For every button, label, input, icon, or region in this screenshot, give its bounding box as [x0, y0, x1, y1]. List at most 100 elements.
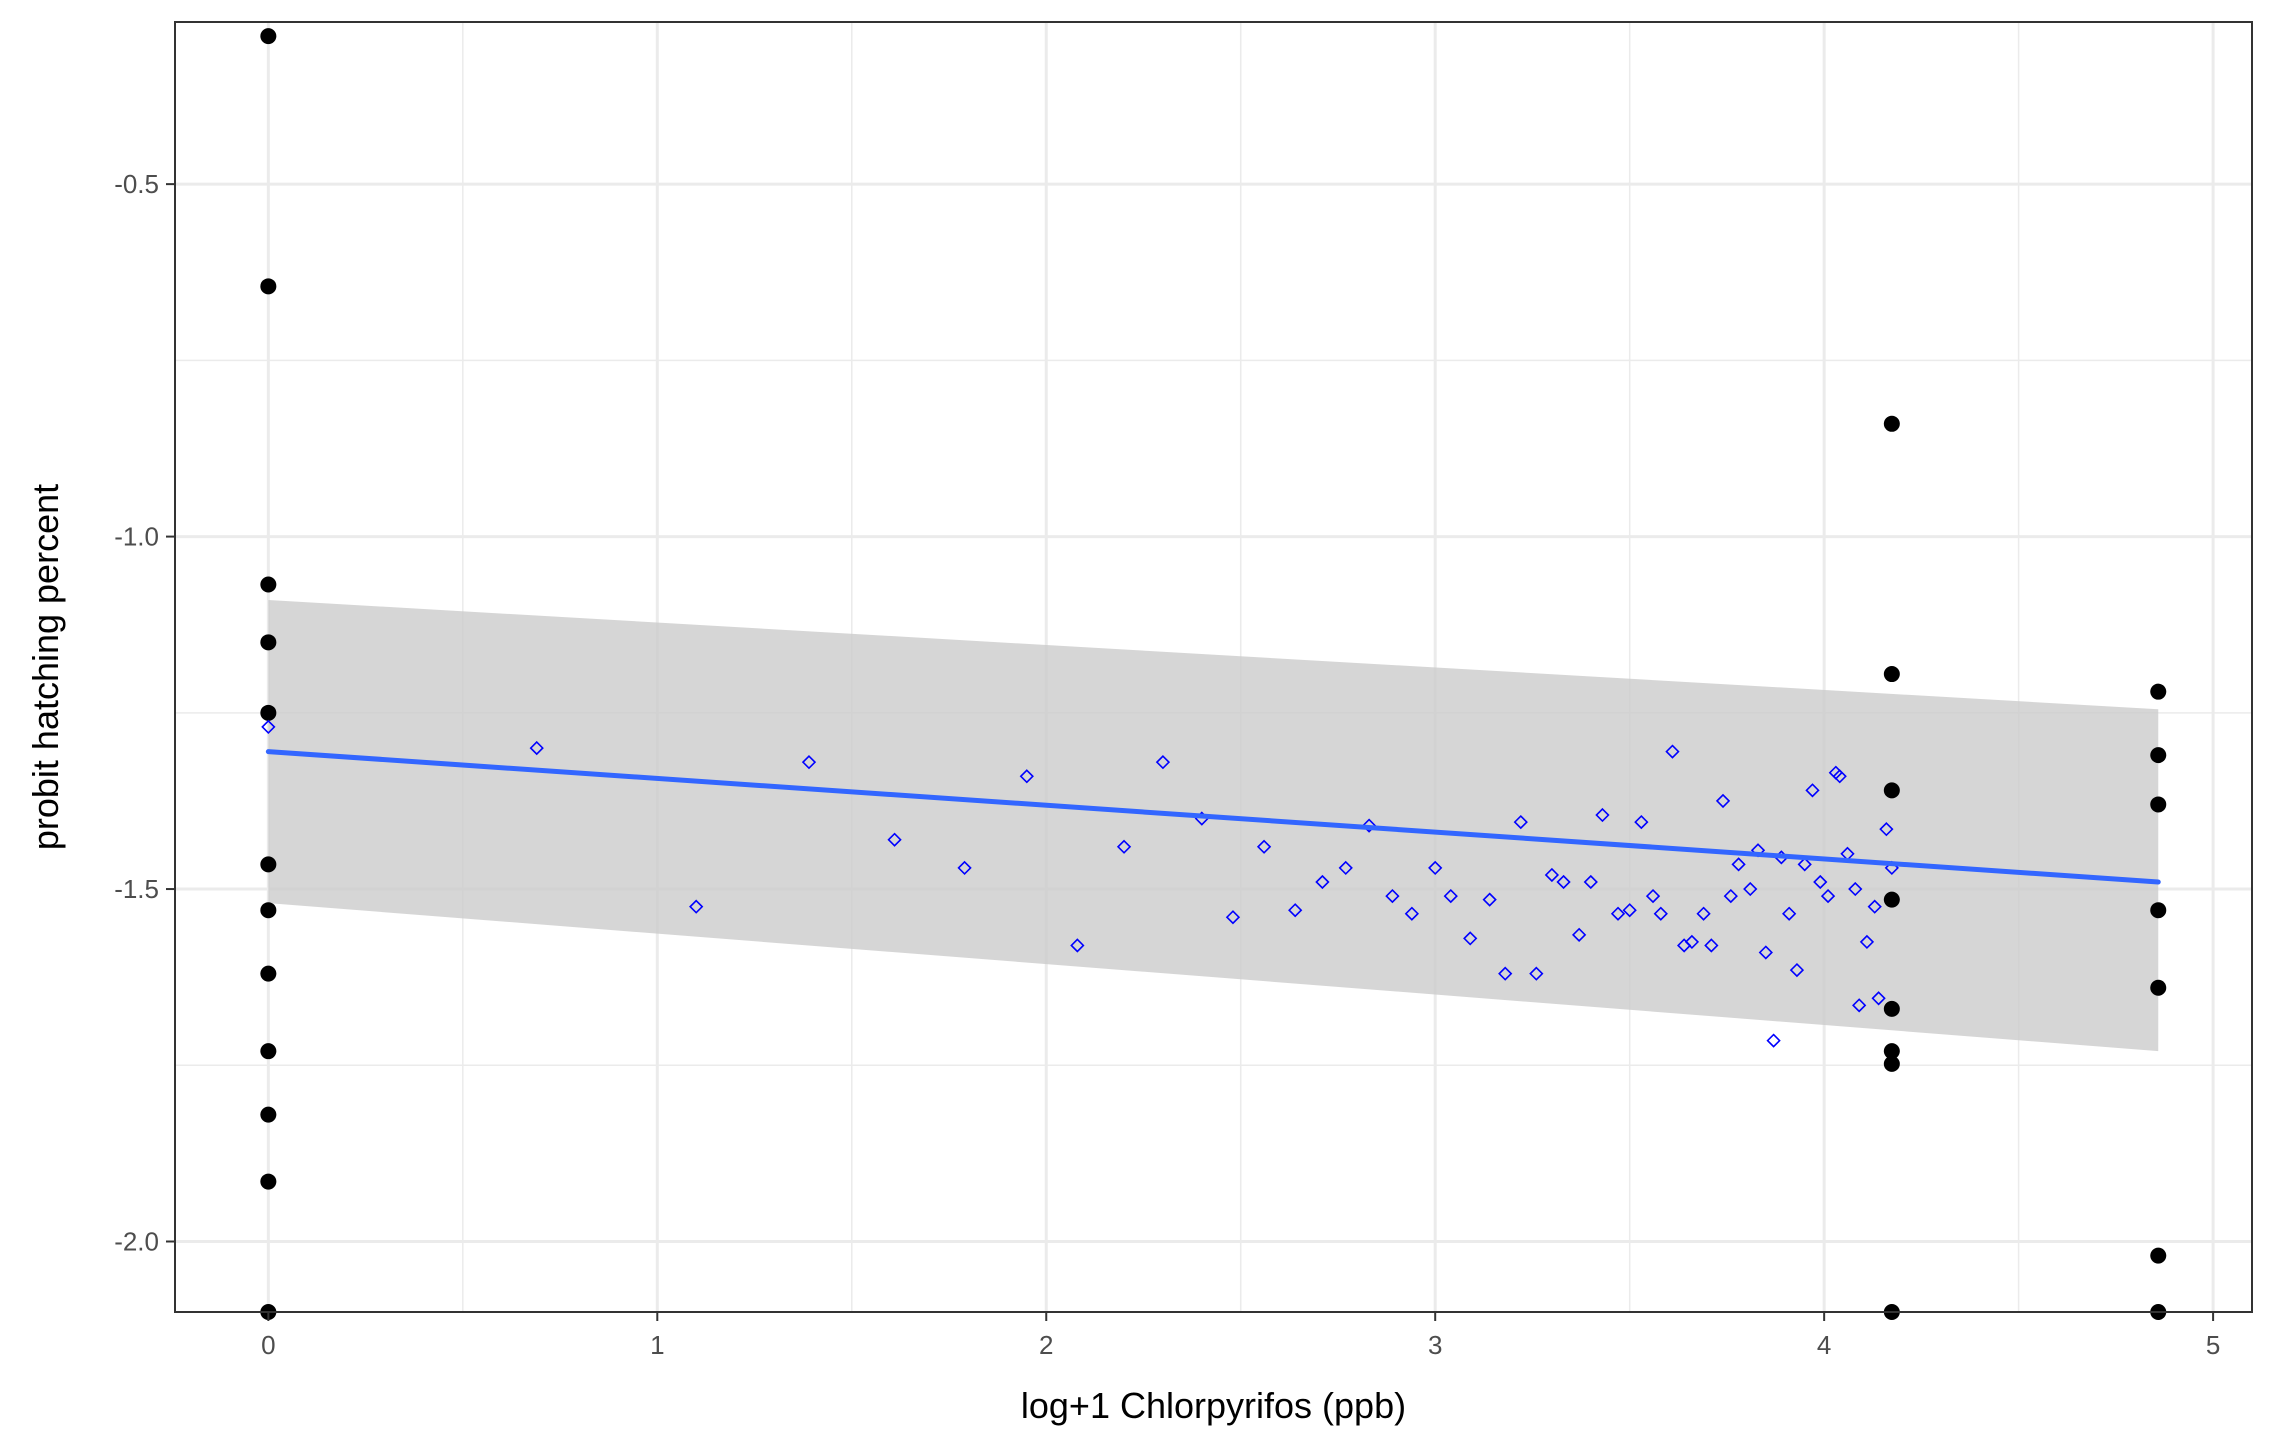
- data-point-filled: [1883, 1055, 1900, 1072]
- data-point-filled: [1883, 1000, 1900, 1017]
- data-point-diamond: [689, 899, 704, 914]
- series-filled-circles: [260, 28, 2167, 1320]
- data-point-diamond: [1766, 1033, 1781, 1048]
- data-point-diamond: [1871, 991, 1886, 1006]
- data-point-diamond: [1684, 934, 1700, 950]
- data-point-filled: [2150, 1247, 2167, 1264]
- data-point-diamond: [1361, 818, 1377, 833]
- x-tick-label: 4: [1817, 1330, 1831, 1360]
- data-point-diamond: [1315, 874, 1330, 890]
- data-point-diamond: [887, 832, 902, 847]
- data-point-diamond: [1782, 906, 1797, 921]
- data-point-diamond: [1852, 998, 1867, 1013]
- data-point-diamond: [261, 719, 276, 735]
- x-tick-label: 3: [1428, 1330, 1442, 1360]
- data-point-filled: [260, 704, 277, 721]
- data-point-diamond: [529, 740, 544, 756]
- data-point-filled: [260, 902, 277, 919]
- y-tick-label: -2.0: [114, 1227, 159, 1257]
- y-tick-label: -1.5: [114, 874, 159, 904]
- data-point-diamond: [1867, 899, 1882, 914]
- data-point-diamond: [1256, 839, 1272, 854]
- data-point-diamond: [1789, 962, 1805, 978]
- x-tick-labels: 0 1 2 3 4 5: [261, 1330, 2220, 1360]
- axis-ticks: [166, 183, 2215, 1321]
- data-point-filled: [1883, 415, 1900, 432]
- data-point-filled: [1883, 666, 1900, 683]
- panel-border: [174, 21, 2253, 1313]
- data-point-diamond: [1529, 966, 1544, 981]
- data-point-filled: [260, 1173, 277, 1190]
- data-point-filled: [2150, 683, 2167, 700]
- data-point-filled: [260, 1043, 277, 1060]
- data-point-filled: [1883, 782, 1900, 799]
- x-axis-title: log+1 Chlorpyrifos (ppb): [1021, 1385, 1406, 1426]
- data-point-diamond: [1653, 906, 1668, 921]
- data-point-diamond: [1513, 814, 1528, 830]
- data-point-filled: [260, 278, 277, 295]
- data-point-diamond: [1848, 881, 1863, 897]
- data-point-diamond: [1832, 769, 1847, 784]
- data-point-diamond: [1070, 938, 1085, 953]
- data-point-diamond: [1404, 906, 1419, 921]
- data-point-diamond: [1665, 744, 1680, 759]
- data-point-diamond: [957, 860, 972, 876]
- data-point-diamond: [1859, 934, 1875, 950]
- data-point-diamond: [1116, 839, 1132, 854]
- data-point-filled: [260, 28, 277, 45]
- data-point-diamond: [801, 755, 817, 770]
- data-point-diamond: [1715, 793, 1731, 809]
- data-point-filled: [2150, 796, 2167, 813]
- y-tick-label: -0.5: [114, 169, 159, 199]
- y-tick-labels: -2.0 -1.5 -1.0 -0.5: [114, 169, 159, 1256]
- data-point-diamond: [1155, 755, 1171, 770]
- data-point-filled: [2150, 902, 2167, 919]
- data-point-diamond: [1482, 892, 1497, 907]
- data-point-diamond: [1610, 906, 1626, 921]
- data-point-diamond: [1385, 888, 1400, 904]
- data-point-diamond: [1544, 867, 1560, 883]
- data-point-diamond: [1443, 888, 1458, 904]
- data-point-diamond: [1622, 903, 1637, 918]
- data-point-filled: [2150, 747, 2167, 764]
- data-point-diamond: [1498, 966, 1513, 981]
- data-point-diamond: [1288, 903, 1303, 918]
- x-tick-label: 0: [261, 1330, 275, 1360]
- data-point-filled: [260, 1106, 277, 1123]
- data-point-diamond: [1225, 910, 1241, 925]
- data-point-diamond: [1556, 874, 1571, 890]
- data-point-filled: [260, 965, 277, 982]
- data-point-diamond: [1743, 881, 1758, 897]
- data-point-diamond: [1645, 888, 1661, 904]
- data-point-diamond: [1338, 860, 1353, 876]
- data-point-diamond: [1879, 821, 1894, 837]
- data-point-diamond: [1805, 783, 1820, 798]
- data-point-diamond: [1571, 927, 1587, 943]
- fit-line-layer: [265, 749, 2161, 885]
- data-point-filled: [260, 634, 277, 651]
- x-tick-label: 5: [2206, 1330, 2220, 1360]
- grid-major: [175, 22, 2252, 1312]
- confidence-ribbon: [268, 600, 2159, 1052]
- data-point-diamond: [1696, 906, 1711, 921]
- data-point-diamond: [1463, 931, 1478, 946]
- y-tick-label: -1.0: [114, 522, 159, 552]
- data-point-filled: [1883, 1043, 1900, 1060]
- data-point-diamond: [1731, 857, 1746, 872]
- data-point-diamond: [1428, 860, 1443, 876]
- data-point-diamond: [1758, 945, 1773, 960]
- data-point-diamond: [1595, 807, 1610, 823]
- data-point-diamond: [1820, 888, 1836, 904]
- series-open-diamonds: [261, 719, 1899, 1048]
- data-point-filled: [260, 856, 277, 873]
- y-axis-title: probit hatching percent: [25, 484, 66, 850]
- data-point-diamond: [1704, 938, 1719, 953]
- data-point-filled: [1883, 891, 1900, 908]
- x-tick-label: 2: [1039, 1330, 1053, 1360]
- data-point-diamond: [1583, 874, 1598, 890]
- data-point-diamond: [1019, 769, 1034, 784]
- data-point-filled: [260, 576, 277, 593]
- x-tick-label: 1: [650, 1330, 664, 1360]
- fit-line: [265, 749, 2161, 885]
